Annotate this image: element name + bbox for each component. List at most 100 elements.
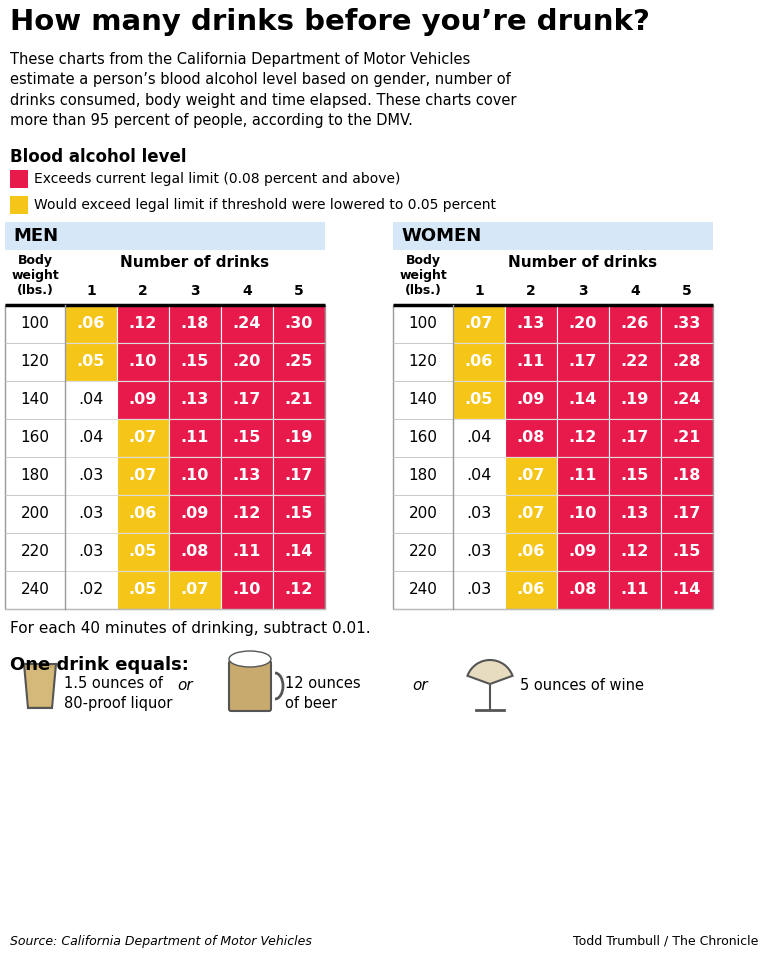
FancyBboxPatch shape [169, 495, 221, 533]
Polygon shape [26, 668, 54, 706]
Text: .02: .02 [78, 583, 104, 597]
Text: These charts from the California Department of Motor Vehicles
estimate a person’: These charts from the California Departm… [10, 52, 517, 129]
FancyBboxPatch shape [557, 381, 609, 419]
Text: .15: .15 [233, 430, 261, 445]
FancyBboxPatch shape [609, 419, 661, 457]
Text: .03: .03 [78, 544, 104, 560]
FancyBboxPatch shape [557, 571, 609, 609]
Text: .03: .03 [466, 544, 492, 560]
Text: 2: 2 [526, 284, 536, 298]
Text: .06: .06 [465, 354, 493, 370]
FancyBboxPatch shape [505, 419, 557, 457]
FancyBboxPatch shape [221, 419, 273, 457]
FancyBboxPatch shape [169, 305, 221, 343]
Text: .13: .13 [233, 468, 261, 484]
FancyBboxPatch shape [393, 533, 453, 571]
Text: .10: .10 [569, 507, 598, 521]
Text: .33: .33 [673, 317, 701, 331]
Text: .04: .04 [78, 430, 104, 445]
Text: 160: 160 [409, 430, 438, 445]
FancyBboxPatch shape [169, 457, 221, 495]
FancyBboxPatch shape [65, 381, 117, 419]
FancyBboxPatch shape [505, 495, 557, 533]
FancyBboxPatch shape [117, 571, 169, 609]
Text: .18: .18 [673, 468, 701, 484]
Text: 140: 140 [21, 393, 49, 407]
FancyBboxPatch shape [661, 305, 713, 343]
Text: .07: .07 [129, 468, 157, 484]
Text: .15: .15 [673, 544, 701, 560]
Text: 3: 3 [190, 284, 200, 298]
Text: .03: .03 [78, 468, 104, 484]
Wedge shape [468, 660, 512, 684]
Text: .19: .19 [285, 430, 313, 445]
FancyBboxPatch shape [393, 571, 453, 609]
Text: .13: .13 [517, 317, 545, 331]
Text: .26: .26 [621, 317, 649, 331]
Text: For each 40 minutes of drinking, subtract 0.01.: For each 40 minutes of drinking, subtrac… [10, 621, 371, 636]
FancyBboxPatch shape [117, 533, 169, 571]
FancyBboxPatch shape [65, 457, 117, 495]
Text: How many drinks before you’re drunk?: How many drinks before you’re drunk? [10, 8, 650, 36]
Text: 4: 4 [630, 284, 640, 298]
FancyBboxPatch shape [609, 533, 661, 571]
FancyBboxPatch shape [65, 343, 117, 381]
Text: Body
weight
(lbs.): Body weight (lbs.) [11, 254, 59, 297]
Text: or: or [412, 679, 428, 693]
Text: .07: .07 [180, 583, 209, 597]
FancyBboxPatch shape [505, 533, 557, 571]
FancyBboxPatch shape [65, 419, 117, 457]
FancyBboxPatch shape [557, 419, 609, 457]
FancyBboxPatch shape [65, 571, 117, 609]
Text: 220: 220 [21, 544, 49, 560]
Text: .07: .07 [517, 468, 545, 484]
Text: .03: .03 [78, 507, 104, 521]
FancyBboxPatch shape [393, 495, 453, 533]
FancyBboxPatch shape [273, 457, 325, 495]
FancyBboxPatch shape [117, 343, 169, 381]
Text: .17: .17 [285, 468, 313, 484]
Text: .06: .06 [517, 583, 545, 597]
FancyBboxPatch shape [393, 419, 453, 457]
Text: 200: 200 [409, 507, 438, 521]
Text: .05: .05 [129, 583, 157, 597]
FancyBboxPatch shape [273, 343, 325, 381]
Text: 4: 4 [242, 284, 252, 298]
FancyBboxPatch shape [65, 305, 117, 343]
Text: .06: .06 [77, 317, 105, 331]
Text: 5: 5 [682, 284, 692, 298]
FancyBboxPatch shape [393, 381, 453, 419]
Text: or: or [177, 679, 193, 693]
FancyBboxPatch shape [273, 381, 325, 419]
Text: .15: .15 [621, 468, 649, 484]
FancyBboxPatch shape [557, 343, 609, 381]
Text: .12: .12 [129, 317, 157, 331]
FancyBboxPatch shape [557, 495, 609, 533]
FancyBboxPatch shape [221, 457, 273, 495]
FancyBboxPatch shape [117, 305, 169, 343]
Text: .04: .04 [466, 430, 492, 445]
Text: .15: .15 [180, 354, 209, 370]
Ellipse shape [229, 651, 271, 667]
FancyBboxPatch shape [221, 381, 273, 419]
Text: .05: .05 [465, 393, 493, 407]
FancyBboxPatch shape [453, 495, 505, 533]
Text: .21: .21 [673, 430, 701, 445]
Text: .12: .12 [621, 544, 649, 560]
Polygon shape [24, 664, 56, 708]
Text: .05: .05 [77, 354, 105, 370]
Text: .11: .11 [517, 354, 545, 370]
FancyBboxPatch shape [453, 305, 505, 343]
Text: .10: .10 [129, 354, 157, 370]
Text: .20: .20 [569, 317, 598, 331]
FancyBboxPatch shape [505, 343, 557, 381]
FancyBboxPatch shape [221, 533, 273, 571]
FancyBboxPatch shape [393, 222, 713, 250]
Text: .17: .17 [621, 430, 649, 445]
Text: .12: .12 [569, 430, 598, 445]
Text: .13: .13 [621, 507, 649, 521]
FancyBboxPatch shape [169, 571, 221, 609]
Text: .09: .09 [180, 507, 209, 521]
FancyBboxPatch shape [169, 533, 221, 571]
FancyBboxPatch shape [273, 419, 325, 457]
